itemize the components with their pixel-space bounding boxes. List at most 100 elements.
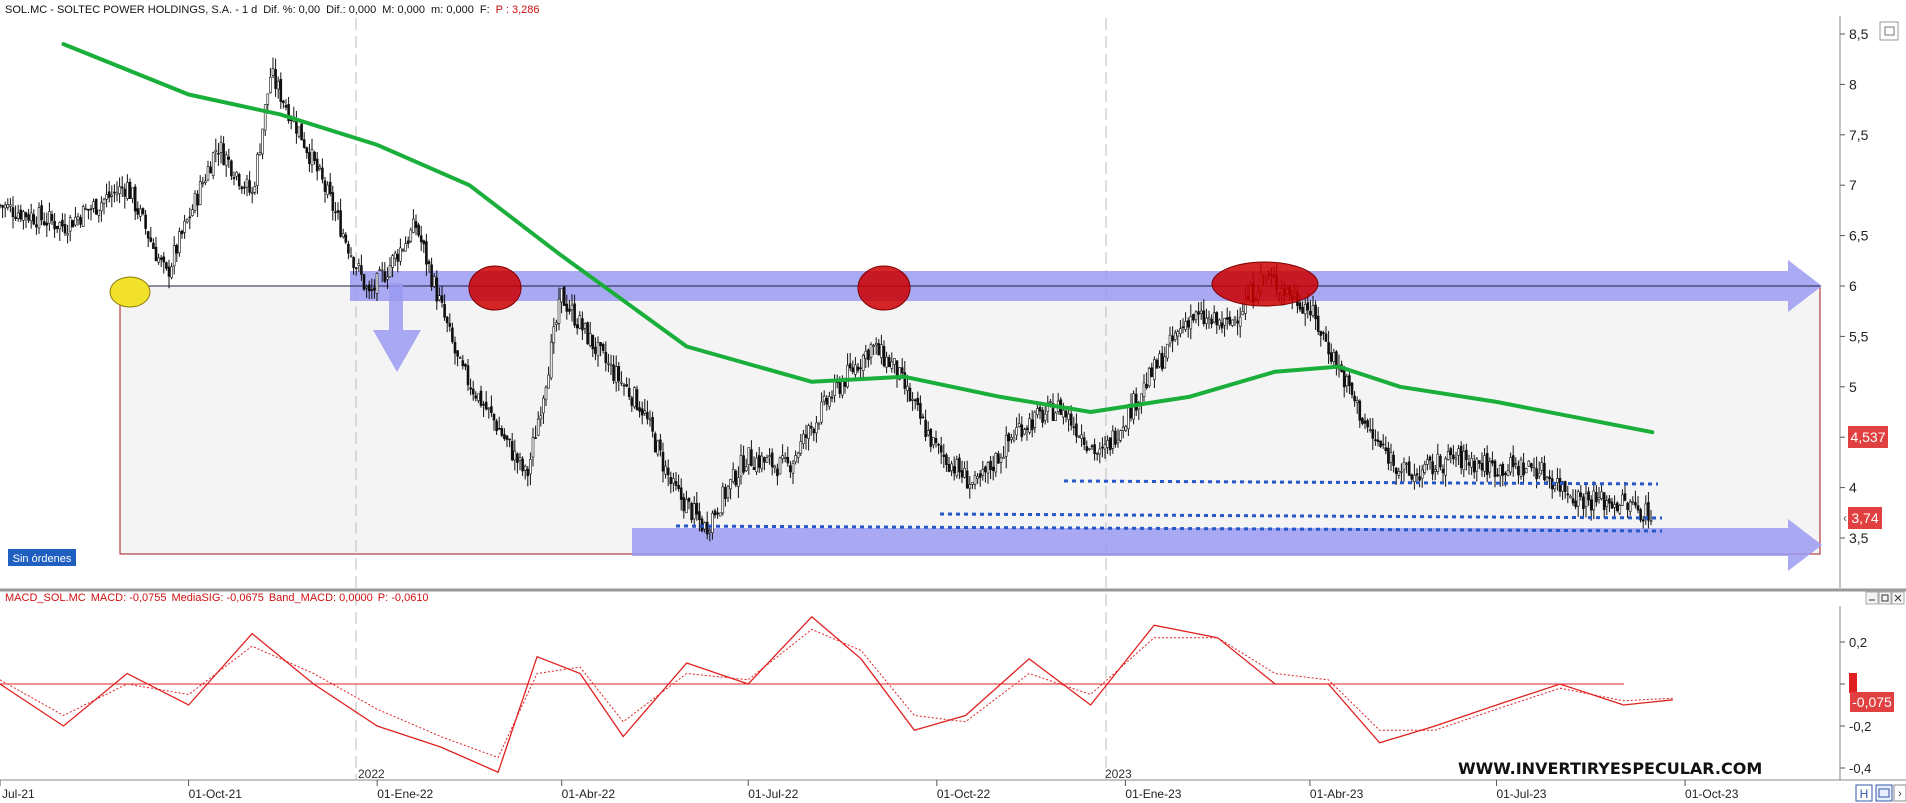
candle-body	[113, 191, 116, 194]
expand-button[interactable]: ›	[1893, 784, 1906, 802]
candle-body	[76, 216, 80, 221]
macd-axis-label: -0,4	[1849, 761, 1871, 776]
candle-body	[360, 265, 363, 275]
range-box[interactable]	[119, 285, 1821, 555]
candle-body	[9, 204, 12, 207]
candle-body	[1205, 317, 1208, 324]
candle-body	[1413, 474, 1416, 482]
candle-body	[118, 186, 121, 194]
candle-body	[1366, 420, 1369, 428]
candle-body	[776, 468, 779, 477]
candle-body	[1319, 331, 1323, 336]
resistance-touch-marker-1[interactable]	[468, 265, 522, 311]
candle-body	[365, 286, 368, 289]
candle-body	[1119, 430, 1122, 441]
macd-value-label: MACD: -0,0755	[91, 592, 167, 604]
candle-body	[695, 502, 699, 515]
max-label: M: 0,000	[382, 4, 425, 16]
candle-body	[1166, 343, 1169, 359]
candle-body	[620, 381, 623, 384]
macd-panel-restore-button[interactable]	[1878, 591, 1892, 605]
candle-body	[141, 208, 145, 214]
candle-body	[869, 343, 873, 358]
candle-body	[1613, 504, 1616, 508]
svg-text:-0,075: -0,075	[1852, 694, 1892, 710]
price-axis-label: 3,5	[1849, 530, 1869, 546]
candle-body	[812, 428, 816, 434]
save-button[interactable]: H	[1855, 784, 1873, 802]
candle-body	[146, 231, 150, 239]
candle-body	[659, 439, 662, 451]
price-axis: 8,587,576,565,554,543,5	[1840, 26, 1869, 546]
candle-body	[58, 222, 62, 230]
candle-body	[1480, 462, 1484, 471]
breakdown-arrow[interactable]	[373, 283, 421, 372]
support-band-arrow[interactable]	[632, 519, 1822, 571]
candle-body	[1051, 402, 1055, 421]
save-icon: H	[1860, 787, 1869, 801]
macd-panel-minimize-button[interactable]	[1865, 591, 1879, 605]
candle-body	[461, 360, 465, 367]
candle-body	[1220, 322, 1224, 329]
macd-axis-label: 0,2	[1849, 635, 1867, 650]
candle-body	[1145, 383, 1148, 388]
candle-body	[503, 434, 506, 439]
macd-panel-close-button[interactable]	[1891, 591, 1905, 605]
support-touch-marker[interactable]	[109, 276, 151, 308]
candle-body	[115, 192, 119, 196]
candle-body	[266, 93, 270, 105]
candle-body	[705, 521, 709, 535]
candle-body	[1160, 352, 1164, 370]
candle-body	[778, 457, 782, 475]
candle-body	[269, 76, 272, 93]
candle-body	[178, 231, 181, 254]
candle-body	[934, 437, 938, 444]
candle-body	[1530, 463, 1533, 468]
candle-body	[687, 497, 691, 502]
macd-panel[interactable]	[0, 606, 1840, 780]
candle-body	[932, 437, 935, 446]
candle-body	[474, 395, 478, 399]
candle-body	[375, 273, 379, 294]
period-lines	[355, 18, 1107, 780]
candle-body	[586, 322, 589, 345]
candle-body	[37, 207, 41, 229]
candle-body	[887, 357, 891, 368]
candle-body	[0, 204, 2, 207]
window-toggle-button[interactable]	[1875, 784, 1893, 802]
svg-text:SOL.MC - SOLTEC POWER HOLDINGS: SOL.MC - SOLTEC POWER HOLDINGS, S.A. - 1…	[5, 4, 539, 16]
candle-body	[1472, 460, 1476, 473]
candle-body	[1420, 469, 1424, 479]
price-panel-restore-button[interactable]	[1879, 21, 1899, 41]
close-label: F:	[480, 4, 490, 16]
candle-body	[224, 154, 228, 166]
candle-body	[1327, 342, 1330, 355]
candle-body	[1184, 320, 1187, 330]
candle-body	[443, 303, 446, 318]
candle-body	[310, 149, 314, 166]
candle-body	[1545, 477, 1549, 482]
candle-body	[885, 356, 888, 368]
candle-body	[167, 266, 171, 277]
candle-body	[126, 182, 129, 199]
candle-body	[867, 349, 870, 361]
candle-body	[414, 221, 418, 228]
candle-body	[1179, 328, 1182, 335]
candle-body	[963, 467, 966, 478]
resistance-touch-marker-3[interactable]	[1211, 261, 1319, 307]
candle-body	[893, 358, 896, 365]
orders-button[interactable]: Sin órdenes	[8, 549, 76, 566]
candle-body	[570, 304, 574, 311]
candle-body	[1324, 333, 1328, 342]
candle-body	[1103, 444, 1107, 450]
candle-body	[334, 211, 337, 214]
candle-body	[955, 459, 959, 477]
candle-body	[1457, 448, 1460, 456]
candle-body	[349, 255, 353, 257]
candle-body	[401, 249, 405, 252]
candle-body	[921, 416, 925, 419]
resistance-touch-marker-2[interactable]	[857, 265, 911, 311]
candle-body	[81, 206, 85, 227]
candle-body	[435, 277, 439, 302]
candle-body	[1207, 317, 1211, 320]
